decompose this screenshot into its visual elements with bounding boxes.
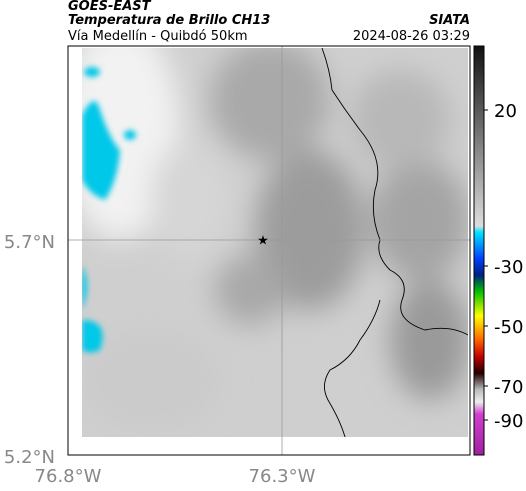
subtitle: Temperatura de Brillo CH13 (68, 13, 270, 28)
y-tick-label: 5.7°N (4, 232, 55, 253)
colorbar-tick-label: 20 (494, 101, 517, 122)
colorbar (473, 45, 485, 456)
datetime: 2024-08-26 03:29 (353, 29, 470, 44)
satellite-image (82, 48, 468, 437)
colorbar-ticks (484, 109, 488, 421)
source: SIATA (429, 13, 470, 28)
title: GOES-EAST (68, 0, 152, 14)
caption: Vía Medellín - Quibdó 50km (68, 29, 248, 44)
colorbar-tick-label: -90 (494, 411, 523, 432)
location-marker: ★ (257, 234, 269, 249)
y-tick-label: 5.2°N (4, 447, 55, 468)
colorbar-tick-label: -50 (494, 317, 523, 338)
colorbar-tick-label: -70 (494, 377, 523, 398)
x-tick-label: 76.3°W (249, 466, 316, 487)
map-frame (67, 45, 471, 456)
x-tick-label: 76.8°W (35, 466, 102, 487)
colorbar-tick-label: -30 (494, 257, 523, 278)
